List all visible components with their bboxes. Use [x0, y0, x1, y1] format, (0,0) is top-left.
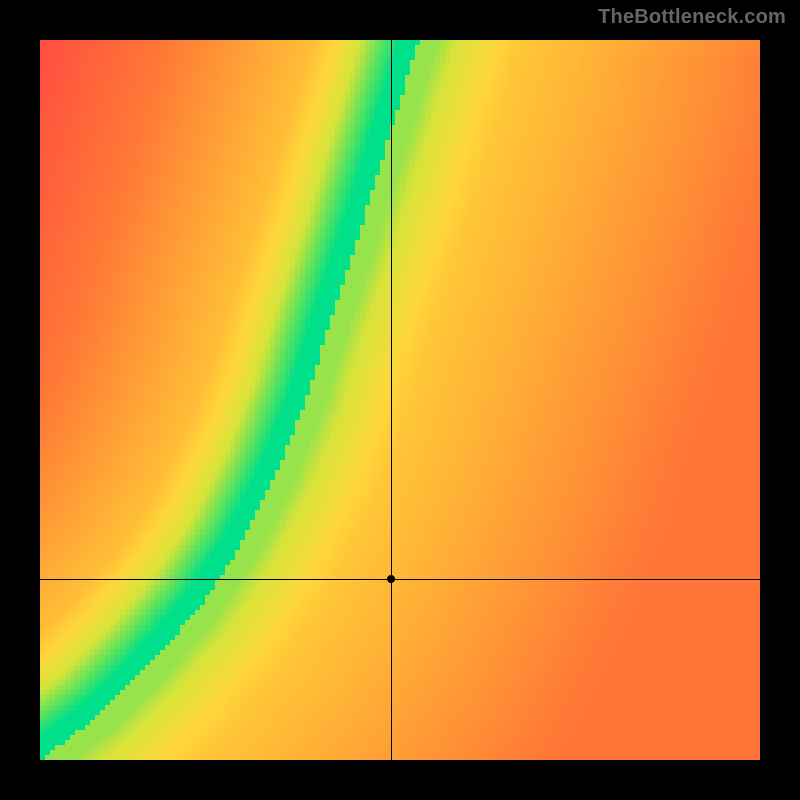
heatmap-canvas — [40, 40, 760, 760]
watermark-text: TheBottleneck.com — [598, 6, 786, 29]
bottleneck-heatmap — [40, 40, 760, 760]
